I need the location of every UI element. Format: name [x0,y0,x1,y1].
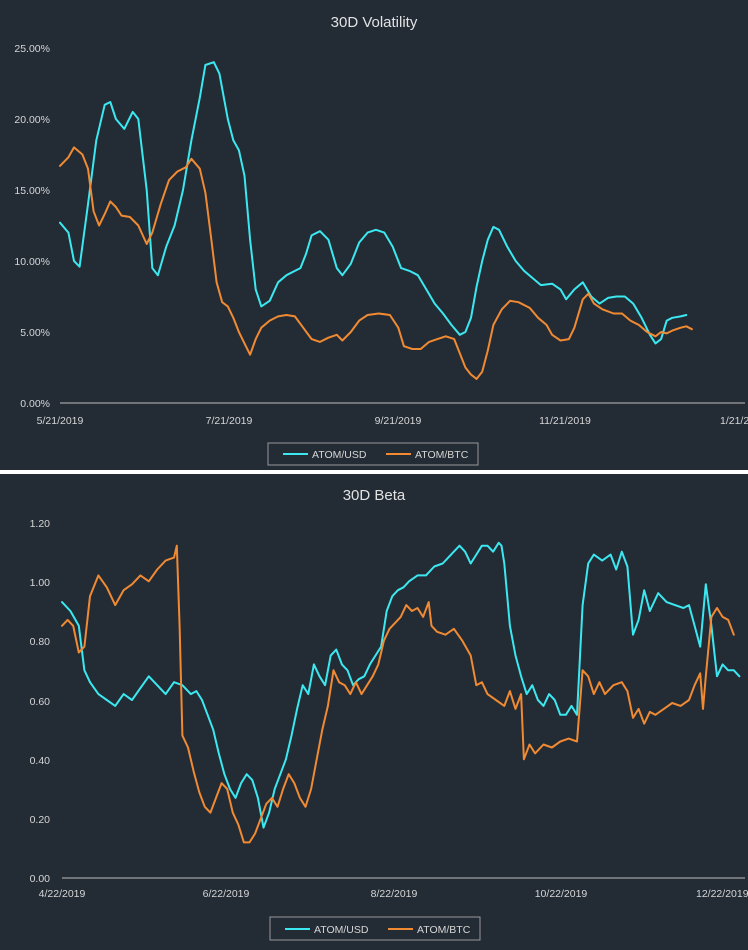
x-tick-label: 1/21/2020 [720,415,748,427]
chart-title: 30D Beta [343,487,406,504]
volatility-chart-panel: 30D Volatility 0.00% 5.00% 10.00% 15.00%… [0,0,748,470]
beta-chart-panel: 30D Beta 0.00 0.20 0.40 0.60 0.80 1.00 1… [0,474,748,950]
series-line-atom-usd [59,61,688,345]
y-tick-label: 1.20 [30,518,51,530]
y-tick-label: 0.00% [20,398,50,410]
legend-label-atom-btc: ATOM/BTC [417,924,471,936]
y-tick-label: 25.00% [14,43,50,55]
y-tick-label: 15.00% [14,185,50,197]
y-tick-label: 0.60 [30,696,51,708]
legend: ATOM/USD ATOM/BTC [269,916,481,941]
legend: ATOM/USD ATOM/BTC [267,442,479,466]
legend-box [269,916,481,941]
x-tick-label: 10/22/2019 [535,888,588,900]
y-tick-label: 5.00% [20,327,50,339]
series-line-atom-btc [61,544,735,844]
y-tick-label: 1.00 [30,577,51,589]
chart-title: 30D Volatility [331,14,418,31]
x-tick-label: 4/22/2019 [39,888,86,900]
x-tick-label: 8/22/2019 [371,888,418,900]
legend-label-atom-usd: ATOM/USD [314,924,369,936]
legend-box [267,442,479,466]
y-tick-label: 0.20 [30,814,51,826]
beta-chart: 30D Beta 0.00 0.20 0.40 0.60 0.80 1.00 1… [30,487,748,941]
series-line-atom-btc [59,146,693,380]
x-tick-label: 12/22/2019 [696,888,748,900]
x-tick-label: 9/21/2019 [375,415,422,427]
y-tick-label: 0.40 [30,755,51,767]
x-tick-label: 7/21/2019 [206,415,253,427]
legend-label-atom-usd: ATOM/USD [312,449,367,461]
y-tick-label: 0.00 [30,873,51,885]
y-tick-label: 10.00% [14,256,50,268]
y-tick-label: 0.80 [30,636,51,648]
series-line-atom-usd [61,541,741,829]
x-tick-label: 6/22/2019 [203,888,250,900]
x-tick-label: 11/21/2019 [539,415,591,427]
y-tick-label: 20.00% [14,114,50,126]
volatility-chart: 30D Volatility 0.00% 5.00% 10.00% 15.00%… [14,14,748,466]
x-tick-label: 5/21/2019 [37,415,84,427]
legend-label-atom-btc: ATOM/BTC [415,449,469,461]
